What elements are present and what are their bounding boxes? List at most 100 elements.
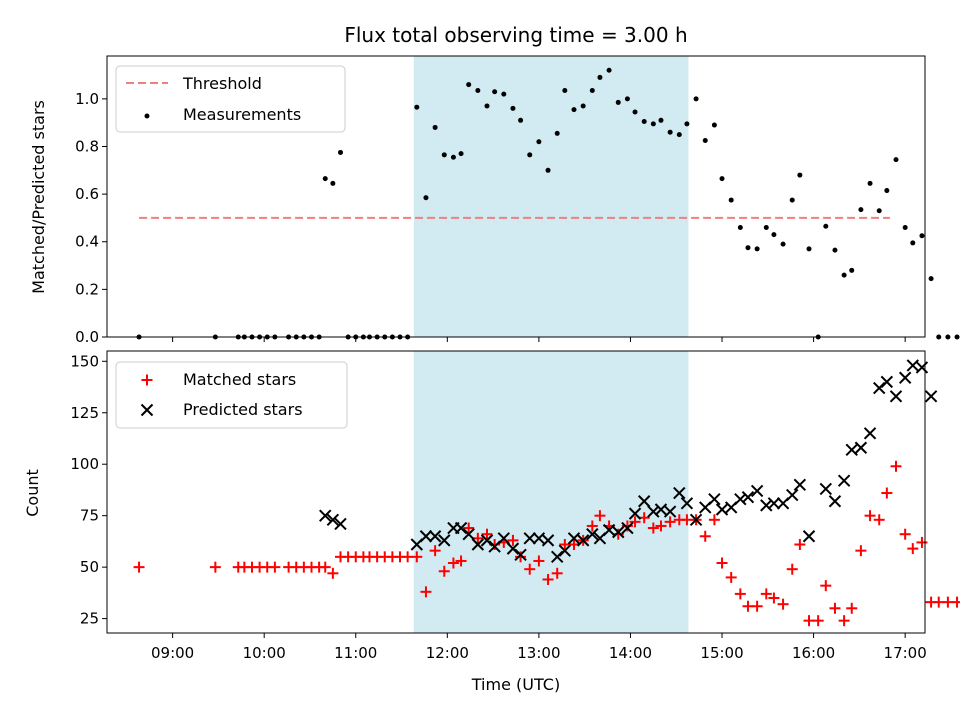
predicted-star-point	[334, 517, 347, 531]
matched-star-point	[899, 528, 911, 540]
measurement-point	[475, 88, 481, 94]
predicted-star-point	[550, 550, 564, 564]
predicted-star-point	[708, 492, 721, 506]
bottom-ytick-label: 25	[80, 610, 99, 628]
measurement-point	[492, 89, 498, 95]
matched-star-point	[621, 520, 633, 532]
measurement-point	[832, 247, 838, 253]
measurement-point	[928, 276, 934, 282]
matched-star-point	[524, 563, 536, 575]
bottom-ytick-label: 125	[70, 404, 99, 422]
bottom-axes-frame	[106, 350, 926, 634]
matched-star-point	[768, 592, 780, 604]
legend-predicted-swatch	[140, 403, 154, 417]
measurement-point	[624, 96, 630, 102]
measurement-point	[484, 103, 490, 109]
top-ytick-label: 1.0	[75, 90, 99, 108]
measurement-point	[337, 149, 343, 155]
predicted-star-point	[880, 375, 894, 389]
bottom-xtick-label: 13:00	[517, 644, 560, 662]
predicted-star-point	[586, 527, 599, 541]
matched-star-point	[846, 602, 858, 614]
measurement-point	[884, 188, 890, 194]
bottom-legend-frame	[115, 361, 348, 429]
bottom-xtick-label: 11:00	[334, 644, 377, 662]
measurement-point	[945, 334, 951, 340]
predicted-star-point	[689, 513, 703, 526]
bottom-observing-window	[413, 351, 689, 633]
legend-plus-marker	[141, 374, 153, 386]
measurement-point	[589, 88, 595, 94]
bottom-xtick-label: 12:00	[426, 644, 469, 662]
predicted-star-point	[532, 532, 546, 545]
predicted-star-point	[854, 441, 868, 454]
measurement-point	[606, 67, 612, 73]
measurement-point	[789, 197, 795, 203]
predicted-star-point	[326, 513, 340, 526]
measurement-point	[711, 122, 717, 128]
measurement-point	[501, 91, 507, 97]
predicted-star-point	[567, 532, 581, 545]
predicted-star-point	[873, 381, 886, 395]
top-ylabel: Matched/Predicted stars	[29, 100, 48, 294]
measurement-point	[330, 180, 336, 186]
bottom-plot: 25 50 75 100 125 150 09:00 10:00 11:00 12:00 13:00…	[70, 350, 960, 662]
top-axes-frame	[106, 55, 926, 338]
matched-star-point	[951, 596, 960, 608]
predicted-star-point	[628, 507, 642, 520]
measurement-point	[571, 107, 577, 113]
predicted-star-point	[471, 538, 485, 551]
predicted-star-point	[741, 490, 755, 504]
predicted-star-point	[654, 503, 668, 516]
measurement-point	[858, 207, 864, 213]
predicted-star-point	[621, 521, 634, 535]
matched-star-point	[515, 551, 527, 563]
legend-measurements-swatch	[144, 113, 150, 119]
matched-star-point	[455, 555, 467, 567]
measurement-point	[806, 246, 812, 252]
predicted-star-point	[514, 548, 527, 561]
matched-star-point	[916, 536, 928, 548]
xlabel: Time (UTC)	[471, 675, 560, 694]
measurement-point	[527, 152, 533, 158]
bottom-xtick-label: 14:00	[609, 644, 652, 662]
measurement-point	[650, 121, 656, 127]
predicted-star-point	[898, 371, 912, 384]
predicted-star-point	[767, 497, 781, 510]
measurement-point	[702, 138, 708, 144]
predicted-star-point	[602, 523, 616, 537]
bottom-ytick-label: 150	[70, 352, 99, 370]
measurement-point	[719, 176, 725, 182]
matched-star-point	[269, 561, 281, 573]
matched-star-point	[420, 586, 432, 598]
matched-star-point	[760, 588, 772, 600]
matched-star-point	[429, 545, 441, 557]
measurement-point	[322, 176, 328, 182]
bottom-ytick-label: 50	[80, 558, 99, 576]
matched-star-point	[716, 557, 728, 569]
measurement-point	[597, 74, 603, 80]
measurement-point	[615, 99, 621, 105]
predicted-star-point	[612, 525, 625, 539]
measurement-point	[667, 129, 673, 135]
measurement-point	[450, 154, 456, 160]
matched-star-point	[820, 580, 832, 592]
measurement-point	[545, 167, 551, 173]
matched-star-point	[864, 510, 876, 522]
predicted-star-point	[680, 497, 694, 510]
predicted-star-point	[786, 488, 799, 502]
predicted-star-point	[558, 544, 572, 557]
predicted-star-point	[750, 484, 764, 498]
matched-star-point	[629, 516, 641, 528]
measurement-point	[423, 195, 429, 201]
matched-star-point	[551, 567, 563, 579]
matched-star-point	[319, 561, 331, 573]
predicted-star-point	[637, 495, 651, 508]
matched-star-point	[794, 538, 806, 550]
matched-star-point	[855, 545, 867, 557]
bottom-ylabel: Count	[23, 469, 42, 517]
predicted-star-point	[819, 482, 833, 496]
matched-star-point	[734, 588, 746, 600]
predicted-star-point	[428, 530, 442, 543]
top-ytick-label: 0.0	[75, 328, 99, 346]
